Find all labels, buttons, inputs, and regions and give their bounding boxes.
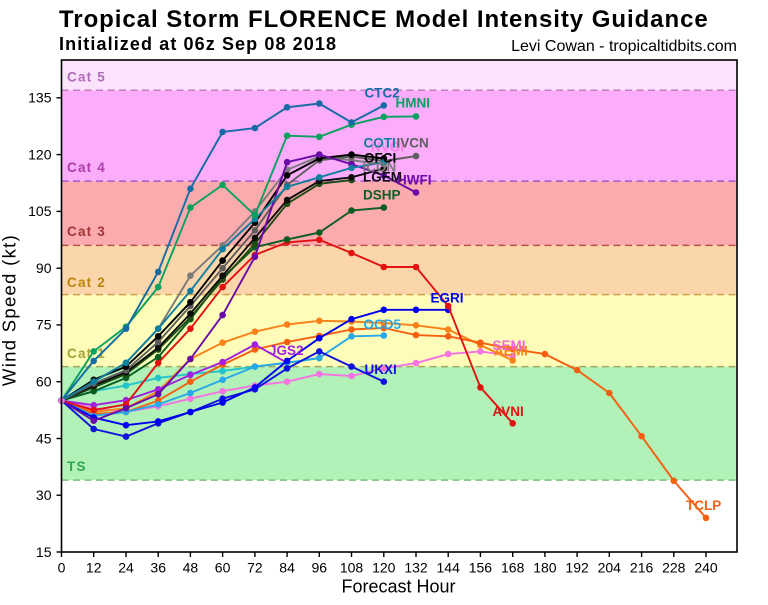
svg-text:HMNI: HMNI bbox=[396, 96, 431, 111]
svg-text:192: 192 bbox=[565, 560, 589, 576]
svg-text:DSHP: DSHP bbox=[363, 188, 401, 203]
svg-text:Forecast Hour: Forecast Hour bbox=[341, 577, 455, 597]
svg-text:0: 0 bbox=[58, 560, 66, 576]
svg-text:Tropical Storm FLORENCE Model: Tropical Storm FLORENCE Model Intensity … bbox=[59, 6, 709, 33]
svg-text:TCLP: TCLP bbox=[686, 498, 721, 513]
svg-text:216: 216 bbox=[630, 560, 654, 576]
svg-text:COTI: COTI bbox=[364, 136, 396, 151]
svg-text:168: 168 bbox=[501, 560, 525, 576]
svg-text:228: 228 bbox=[662, 560, 686, 576]
svg-text:ICON: ICON bbox=[363, 160, 397, 175]
svg-text:120: 120 bbox=[28, 146, 52, 162]
svg-text:24: 24 bbox=[118, 560, 134, 576]
svg-text:LGEM: LGEM bbox=[363, 170, 402, 185]
svg-text:105: 105 bbox=[28, 203, 52, 219]
svg-text:60: 60 bbox=[36, 374, 52, 390]
svg-text:EGRI: EGRI bbox=[431, 291, 464, 306]
svg-text:Levi Cowan - tropicaltidbits.c: Levi Cowan - tropicaltidbits.com bbox=[511, 38, 737, 55]
svg-text:AEMI: AEMI bbox=[494, 344, 528, 359]
svg-text:84: 84 bbox=[279, 560, 295, 576]
svg-text:156: 156 bbox=[469, 560, 493, 576]
svg-text:UKXI: UKXI bbox=[365, 362, 397, 377]
svg-text:Initialized at 06z Sep 08 2018: Initialized at 06z Sep 08 2018 bbox=[59, 34, 337, 54]
svg-text:204: 204 bbox=[598, 560, 622, 576]
svg-text:135: 135 bbox=[28, 90, 52, 106]
svg-text:NVGI: NVGI bbox=[371, 140, 404, 155]
svg-text:CTC2: CTC2 bbox=[365, 86, 400, 101]
svg-text:OFCI: OFCI bbox=[364, 151, 396, 166]
svg-text:12: 12 bbox=[86, 560, 102, 576]
svg-text:Cat 5: Cat 5 bbox=[67, 70, 106, 85]
svg-text:144: 144 bbox=[437, 560, 461, 576]
svg-text:AVNI: AVNI bbox=[493, 404, 524, 419]
svg-text:TS: TS bbox=[67, 459, 87, 474]
svg-text:60: 60 bbox=[215, 560, 231, 576]
svg-text:SEMI: SEMI bbox=[493, 338, 526, 353]
svg-text:90: 90 bbox=[36, 260, 52, 276]
svg-text:120: 120 bbox=[372, 560, 396, 576]
svg-text:75: 75 bbox=[36, 317, 52, 333]
svg-text:15: 15 bbox=[36, 544, 52, 560]
svg-text:Cat 3: Cat 3 bbox=[67, 224, 106, 239]
svg-text:108: 108 bbox=[340, 560, 364, 576]
svg-text:Wind Speed (kt): Wind Speed (kt) bbox=[0, 234, 20, 386]
svg-text:HWFI: HWFI bbox=[397, 173, 432, 188]
svg-text:36: 36 bbox=[150, 560, 166, 576]
svg-text:Cat 2: Cat 2 bbox=[67, 275, 106, 290]
svg-text:132: 132 bbox=[404, 560, 428, 576]
svg-text:IVCN: IVCN bbox=[397, 136, 429, 151]
svg-text:72: 72 bbox=[247, 560, 263, 576]
svg-text:OCD5: OCD5 bbox=[364, 317, 402, 332]
svg-text:180: 180 bbox=[533, 560, 557, 576]
svg-text:30: 30 bbox=[36, 487, 52, 503]
svg-text:96: 96 bbox=[312, 560, 328, 576]
svg-text:JGS2: JGS2 bbox=[269, 343, 304, 358]
svg-text:240: 240 bbox=[694, 560, 718, 576]
svg-text:Cat 4: Cat 4 bbox=[67, 160, 106, 175]
svg-text:45: 45 bbox=[36, 430, 52, 446]
svg-text:48: 48 bbox=[183, 560, 199, 576]
